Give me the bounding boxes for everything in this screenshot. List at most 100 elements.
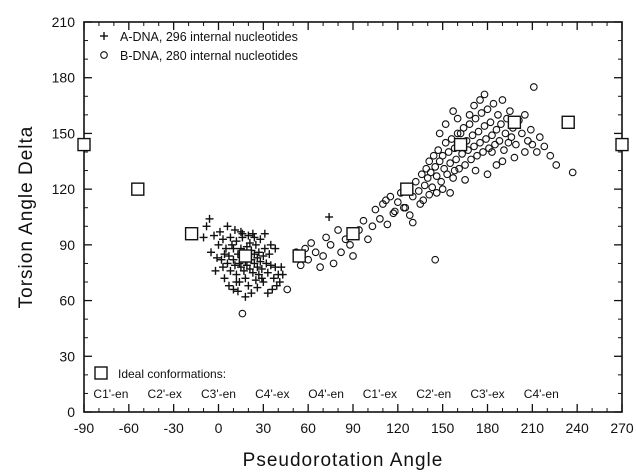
a-dna-point <box>238 229 247 238</box>
ideal-conformation-marker <box>400 182 414 196</box>
b-dna-point <box>359 216 368 225</box>
b-dna-point <box>431 163 440 171</box>
a-dna-point <box>257 265 266 273</box>
b-dna-point <box>498 157 507 166</box>
a-dna-point <box>248 229 257 238</box>
a-dna-point <box>244 281 253 290</box>
b-dna-point <box>476 138 484 147</box>
b-dna-point <box>420 181 429 190</box>
b-dna-point <box>528 140 537 149</box>
b-dna-point <box>307 239 316 247</box>
a-dna-point <box>271 244 280 253</box>
a-dna-point <box>263 268 272 277</box>
b-dna-point <box>431 255 440 264</box>
x-tick-label: 180 <box>476 420 500 436</box>
b-dna-point <box>390 207 399 216</box>
ideal-conformation-marker <box>453 137 468 152</box>
ideal-conformation-marker <box>77 137 91 152</box>
b-dna-point <box>443 170 452 179</box>
plot-frame <box>83 21 623 413</box>
conformation-label: O4'-en <box>308 387 344 401</box>
a-dna-point <box>239 266 248 275</box>
x-tick-label: 150 <box>431 420 455 436</box>
a-dna-point <box>229 285 238 294</box>
series-a-dna <box>199 213 334 301</box>
a-dna-point <box>256 257 265 266</box>
b-dna-point <box>471 114 480 123</box>
b-dna-point <box>364 235 372 244</box>
b-dna-point <box>417 170 426 179</box>
b-dna-point <box>408 218 417 227</box>
ideal-conformation-markers <box>77 115 629 263</box>
a-dna-point <box>232 270 241 279</box>
b-dna-point <box>489 99 498 108</box>
conformation-label: C4'-en <box>524 387 559 401</box>
conformation-label: C2'-ex <box>148 387 182 401</box>
x-tick-label: 270 <box>610 420 634 436</box>
y-tick-label: 210 <box>52 14 76 30</box>
b-dna-point <box>337 248 345 257</box>
a-dna-point <box>266 240 275 249</box>
b-dna-point <box>316 263 324 271</box>
b-dna-point <box>393 198 402 206</box>
a-dna-point <box>269 274 278 283</box>
x-tick-label: 60 <box>300 420 316 436</box>
b-dna-point <box>477 109 486 117</box>
a-dna-point <box>262 259 271 268</box>
b-dna-point <box>494 111 502 119</box>
a-dna-point <box>260 229 269 238</box>
b-dna-point <box>473 151 481 160</box>
a-dna-point <box>221 244 230 253</box>
b-dna-point <box>500 146 508 154</box>
b-dna-point <box>552 161 561 169</box>
y-tick-label: 0 <box>67 404 75 420</box>
a-dna-point <box>251 276 260 285</box>
a-dna-point <box>232 237 241 246</box>
b-dna-point <box>322 233 330 242</box>
a-dna-point <box>325 213 334 221</box>
a-dna-point <box>244 231 253 240</box>
b-dna-point <box>411 177 420 186</box>
b-dna-point <box>389 209 398 218</box>
ideal-conformation-marker <box>507 115 522 129</box>
b-dna-point <box>526 125 535 134</box>
b-dna-point <box>479 148 487 156</box>
b-dna-point <box>506 107 514 115</box>
b-dna-point <box>498 96 507 104</box>
b-dna-point <box>521 148 529 156</box>
b-dna-point <box>461 161 469 169</box>
a-dna-point <box>199 233 208 242</box>
a-dna-point <box>205 214 214 223</box>
a-dna-point <box>226 266 235 275</box>
b-dna-point <box>492 161 501 169</box>
a-dna-point <box>232 278 241 286</box>
y-tick-label: 60 <box>59 293 75 309</box>
a-dna-point <box>256 235 265 244</box>
b-dna-point <box>465 111 474 119</box>
x-tick-label: 30 <box>256 420 272 436</box>
a-dna-point <box>253 263 262 272</box>
b-dna-point <box>383 220 392 229</box>
b-dna-point <box>482 135 490 143</box>
a-dna-point <box>275 278 284 286</box>
b-dna-point <box>497 120 505 128</box>
b-dna-point <box>532 148 541 156</box>
legend-label-a-dna: A-DNA, 296 internal nucleotides <box>120 30 298 44</box>
b-dna-point <box>467 155 475 164</box>
ideal-conformation-marker <box>346 227 360 241</box>
x-tick-label: -90 <box>74 420 94 436</box>
b-dna-point <box>334 226 342 234</box>
b-dna-point <box>414 187 423 195</box>
a-dna-point <box>227 240 236 249</box>
ideal-conformation-marker <box>292 249 306 263</box>
ideal-conformation-marker <box>561 115 575 129</box>
b-dna-point <box>438 185 447 193</box>
a-dna-point <box>265 250 274 259</box>
b-dna-point <box>518 129 526 138</box>
b-dna-point <box>376 215 384 223</box>
y-axis-title: Torsion Angle Delta <box>16 126 37 309</box>
a-dna-point <box>260 244 269 253</box>
a-dna-point <box>230 261 239 270</box>
b-dna-point <box>349 252 357 260</box>
b-dna-point <box>419 196 428 205</box>
